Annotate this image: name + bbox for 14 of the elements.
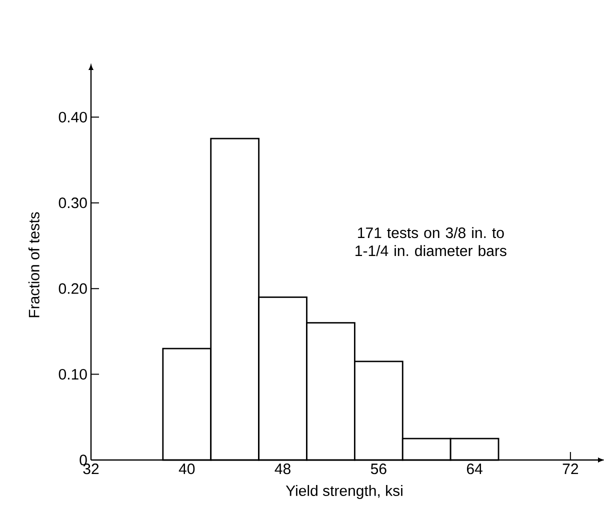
annotation: 171 tests on 3/8 in. to 1-1/4 in. diameter bars — [356, 227, 506, 256]
x-axis-title: Yield strength, ksi — [286, 485, 402, 499]
y-tick-label: 0.20 — [58, 283, 87, 294]
y-tick-label: 0.30 — [58, 198, 87, 208]
x-tick-label: 32 — [83, 464, 99, 474]
x-tick-label: 64 — [466, 464, 482, 474]
y-tick-label: 0.40 — [58, 112, 87, 122]
x-tick-label: 48 — [274, 464, 290, 474]
x-tick-label: 72 — [562, 464, 578, 474]
x-tick-label: 56 — [370, 464, 386, 474]
y-tick-label: 0.10 — [58, 368, 87, 380]
y-tick-label: 0 — [80, 454, 87, 466]
x-tick-label: 40 — [178, 464, 195, 474]
y-axis-title: Fraction of tests — [28, 212, 40, 318]
